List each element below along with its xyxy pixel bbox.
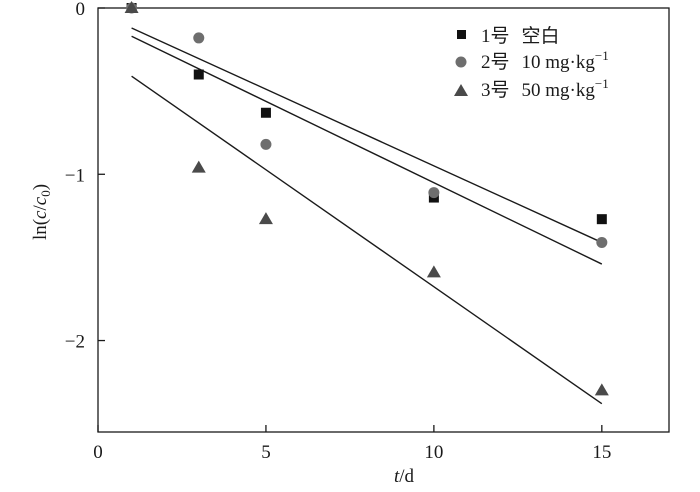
x-tick-label: 10 [424,442,443,463]
axis-ticks: 0 5 10 15 0 −1 −2 [65,0,612,463]
x-tick-label: 5 [261,442,271,463]
fit-line [131,35,603,265]
y-axis-title: ln(c/c0) [30,184,53,240]
data-point-circle [260,138,272,150]
y-tick-label: 0 [76,0,86,20]
data-point-circle [596,236,608,248]
legend-marker-square [457,30,466,39]
legend-entry-1: 1号 空白 [457,25,560,47]
legend-label-1: 1号 空白 [481,25,560,47]
legend-label-2: 2号 10 mg·kg−1 [481,48,609,73]
legend-entry-2: 2号 10 mg·kg−1 [455,48,609,73]
fit-line [131,75,603,405]
plot-frame [97,7,670,433]
data-point-triangle [124,1,139,13]
fit-lines [131,27,603,405]
data-point-triangle [594,383,609,396]
legend-marker-triangle [454,84,468,96]
legend: 1号 空白 2号 10 mg·kg−1 3号 50 mg·kg−1 [454,25,609,101]
x-axis-title: t/d [394,466,415,487]
data-point-triangle [258,212,273,225]
data-point-square [260,107,271,118]
data-point-square [193,69,204,80]
data-point-triangle [426,265,441,278]
x-tick-label: 15 [592,442,611,463]
data-markers [124,1,609,396]
y-tick-label: −2 [65,332,85,353]
data-point-square [596,214,607,225]
data-point-triangle [191,160,206,173]
legend-label-3: 3号 50 mg·kg−1 [481,76,609,101]
fit-line [131,27,603,244]
legend-entry-3: 3号 50 mg·kg−1 [454,76,609,101]
data-point-circle [193,32,205,44]
data-point-circle [428,187,440,199]
x-tick-label: 0 [93,442,103,463]
legend-marker-circle [455,56,467,68]
y-tick-label: −1 [65,165,85,186]
